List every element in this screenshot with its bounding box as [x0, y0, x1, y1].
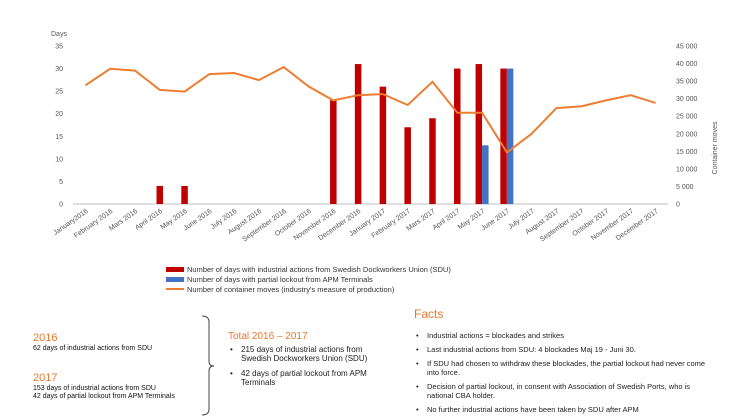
y-tick-label: 0 — [59, 202, 63, 209]
y2-axis-label: Container moves — [712, 121, 719, 174]
legend-swatch-moves — [166, 288, 184, 290]
summary-2017: 2017 153 days of industrial actions from… — [33, 372, 175, 401]
left-axis: 0 5 10 15 20 25 30 35 — [55, 44, 668, 209]
y2-tick-label: 45 000 — [676, 44, 698, 51]
y-tick-label: 10 — [55, 156, 63, 163]
y2-tick-label: 30 000 — [676, 96, 698, 103]
y2-tick-label: 40 000 — [676, 61, 698, 68]
totals-item: 42 days of partial lockout from APM Term… — [228, 369, 378, 387]
x-tick-label: November 2017 — [590, 208, 635, 242]
y2-tick-label: 15 000 — [676, 149, 698, 156]
y-axis-label: Days — [51, 31, 67, 38]
x-tick-label: December 2016 — [317, 208, 362, 242]
bar-sdu — [429, 118, 436, 204]
bar-sdu — [500, 68, 507, 204]
y-tick-label: 20 — [55, 111, 63, 118]
legend-swatch-apm — [166, 276, 184, 282]
x-tick-label: September 2016 — [241, 208, 288, 243]
summary-2017-line1: 153 days of industrial actions from SDU — [33, 385, 156, 392]
bar-sdu — [379, 86, 387, 204]
chart: 0 5 10 15 20 25 30 35 0 5 000 10 000 15 000 20 000 2… — [51, 31, 719, 243]
facts-item: Decision of partial lockout, in consent … — [414, 382, 714, 400]
y-tick-label: 30 — [55, 66, 63, 73]
y2-tick-label: 25 000 — [676, 114, 698, 121]
summary-2016-line: 62 days of industrial actions from SDU — [33, 345, 153, 352]
legend-swatch-sdu — [166, 266, 184, 272]
y2-tick-label: 35 000 — [676, 79, 698, 86]
legend-item-sdu: Number of days with industrial actions f… — [166, 264, 451, 274]
totals-item: 215 days of industrial actions from Swed… — [228, 345, 378, 363]
y2-tick-label: 20 000 — [676, 131, 698, 138]
facts-list: Industrial actions = blockades and strik… — [414, 331, 714, 419]
summary-2016: 2016 62 days of industrial actions from … — [33, 332, 152, 353]
x-tick-label: December 2017 — [615, 208, 660, 242]
y2-tick-label: 0 — [676, 202, 680, 209]
x-tick-label: April 2017 — [432, 208, 462, 232]
legend: Number of days with industrial actions f… — [166, 264, 451, 294]
y2-tick-label: 10 000 — [676, 166, 698, 173]
bars — [156, 64, 514, 204]
x-tick-label: September 2017 — [539, 208, 586, 243]
y2-tick-label: 5 000 — [676, 184, 694, 191]
legend-label-sdu: Number of days with industrial actions f… — [187, 264, 451, 274]
x-tick-label: November 2016 — [293, 208, 338, 242]
container-moves-line — [84, 65, 656, 154]
y-tick-label: 15 — [55, 134, 63, 141]
x-tick-label: June 2016 — [183, 208, 214, 233]
facts-item: Last industrial actions from SDU: 4 bloc… — [414, 345, 714, 354]
bar-sdu — [181, 185, 188, 204]
bar-sdu — [454, 68, 461, 204]
bar-sdu — [354, 64, 362, 204]
y-tick-label: 25 — [55, 89, 63, 96]
legend-label-apm: Number of days with partial lockout from… — [187, 274, 373, 284]
legend-label-moves: Number of container moves (industry's me… — [187, 284, 395, 294]
bar-sdu — [330, 100, 337, 204]
bar-sdu — [475, 64, 483, 204]
facts-title: Facts — [414, 307, 444, 321]
summary-2016-year: 2016 — [33, 332, 58, 344]
bar-apm — [506, 68, 514, 204]
facts-item: No further industrial actions have been … — [414, 405, 714, 414]
totals-list: 215 days of industrial actions from Swed… — [228, 345, 378, 393]
x-tick-label: June 2017 — [480, 208, 511, 233]
y-tick-label: 5 — [59, 179, 63, 186]
summary-2017-year: 2017 — [33, 372, 58, 384]
bar-sdu — [156, 185, 164, 204]
y-tick-label: 35 — [55, 44, 63, 51]
legend-item-moves: Number of container moves (industry's me… — [166, 284, 451, 294]
totals-title: Total 2016 – 2017 — [228, 331, 308, 342]
legend-item-apm: Number of days with partial lockout from… — [166, 274, 451, 284]
bar-sdu — [404, 127, 411, 204]
facts-item: If SDU had chosen to withdraw these bloc… — [414, 359, 714, 377]
right-axis: 0 5 000 10 000 15 000 20 000 25 000 30 000 35 0… — [676, 44, 698, 209]
facts-item: Industrial actions = blockades and strik… — [414, 331, 714, 340]
x-tick-label: April 2016 — [134, 208, 164, 232]
summary-2017-line2: 42 days of partial lockout from APM Term… — [33, 393, 175, 400]
bar-apm — [482, 145, 489, 204]
